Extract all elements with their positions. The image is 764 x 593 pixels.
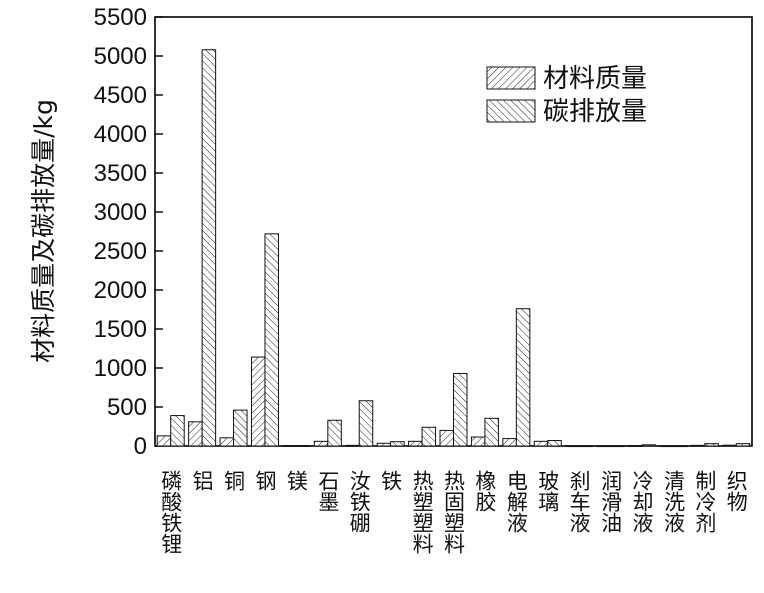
x-tick-label: 磷酸铁锂 (159, 470, 183, 554)
y-tick-label: 1500 (94, 316, 147, 343)
x-tick-label: 织物 (724, 470, 748, 512)
y-tick-label: 2000 (94, 277, 147, 304)
bar-mass-17 (690, 444, 706, 447)
bar-carbon-6 (358, 400, 374, 447)
bar-carbon-15 (641, 444, 657, 447)
bar-mass-9 (439, 429, 454, 447)
bar-carbon-10 (484, 417, 499, 447)
x-tick-label: 橡胶 (473, 470, 497, 512)
bar-mass-8 (408, 440, 423, 447)
bar-mass-7 (376, 442, 392, 447)
x-tick-label: 冷却液 (630, 470, 654, 533)
x-tick-label: 刹车液 (567, 470, 591, 533)
x-tick-label: 汝铁硼 (347, 470, 371, 533)
bar-mass-16 (659, 445, 674, 448)
bar-carbon-9 (453, 372, 468, 447)
y-tick-label: 0 (134, 433, 147, 460)
bar-carbon-8 (421, 426, 437, 447)
bar-mass-5 (313, 440, 329, 447)
y-tick-label: 1000 (94, 355, 147, 382)
bar-mass-1 (188, 421, 203, 447)
y-tick-label: 4000 (94, 121, 147, 148)
y-tick-label: 4500 (94, 82, 147, 109)
legend-label: 材料质量 (543, 64, 647, 94)
bar-carbon-5 (327, 419, 342, 447)
bar-mass-12 (533, 440, 549, 447)
bar-mass-10 (470, 436, 486, 447)
bar-carbon-3 (264, 233, 279, 447)
x-tick-label: 镁 (284, 470, 308, 491)
bar-carbon-1 (201, 49, 217, 447)
x-axis-labels: 磷酸铁锂铝铜钢镁石墨 汝铁硼铁热塑塑料 热固塑料 橡胶 电解液 玻璃 刹车液 润滑油 冷却液 清洗… (159, 470, 749, 554)
x-tick-label: 热塑塑料 (410, 470, 434, 554)
bar-mass-2 (219, 437, 235, 447)
x-tick-label: 清洗液 (661, 470, 685, 533)
bar-mass-14 (596, 445, 612, 448)
bar-carbon-0 (170, 415, 185, 447)
x-tick-label: 铜 (222, 470, 246, 491)
y-axis-title: 材料质量及碳排放量/kg (29, 99, 58, 363)
x-tick-label: 玻璃 (536, 470, 560, 512)
x-tick-label: 电解液 (504, 470, 528, 533)
bar-carbon-18 (735, 443, 751, 447)
x-tick-label: 热固塑料 (442, 470, 466, 554)
bar-carbon-7 (390, 441, 405, 447)
x-tick-label: 铝 (190, 470, 214, 491)
y-tick-label: 2500 (94, 238, 147, 265)
x-tick-label: 铁 (379, 470, 403, 491)
bars (156, 49, 751, 448)
x-tick-label: 石墨 (316, 470, 340, 512)
y-axis: 0 500 1000 1500 2000 2500 3000 3500 4000 4500 5000… (94, 4, 163, 460)
legend-label: 碳排放量 (543, 97, 647, 127)
bar-carbon-17 (704, 443, 719, 447)
y-tick-label: 500 (107, 394, 147, 421)
y-tick-label: 5000 (94, 43, 147, 70)
y-tick-label: 5500 (94, 4, 147, 31)
bar-carbon-4 (295, 445, 311, 447)
bar-carbon-2 (233, 409, 248, 447)
bar-mass-15 (628, 445, 643, 447)
bar-carbon-13 (578, 445, 594, 448)
bar-carbon-14 (610, 445, 625, 448)
x-tick-label: 钢 (253, 470, 277, 491)
bar-mass-4 (282, 445, 297, 447)
bar-carbon-16 (672, 445, 688, 448)
bar-mass-6 (345, 444, 360, 447)
legend-swatch (486, 99, 536, 123)
bar-carbon-11 (515, 308, 531, 447)
bar-mass-18 (722, 444, 737, 447)
y-tick-label: 3500 (94, 160, 147, 187)
y-tick-label: 3000 (94, 199, 147, 226)
legend-swatch (486, 66, 536, 90)
bar-mass-11 (502, 438, 517, 447)
bar-mass-3 (250, 356, 266, 447)
bar-carbon-12 (547, 440, 562, 447)
bar-mass-0 (156, 435, 172, 447)
x-tick-label: 制冷剂 (693, 470, 717, 533)
x-tick-label: 润滑油 (599, 470, 623, 533)
bar-mass-13 (565, 445, 580, 448)
